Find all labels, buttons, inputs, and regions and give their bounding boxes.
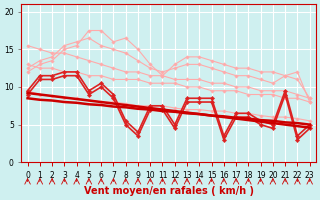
X-axis label: Vent moyen/en rafales ( km/h ): Vent moyen/en rafales ( km/h ) bbox=[84, 186, 254, 196]
